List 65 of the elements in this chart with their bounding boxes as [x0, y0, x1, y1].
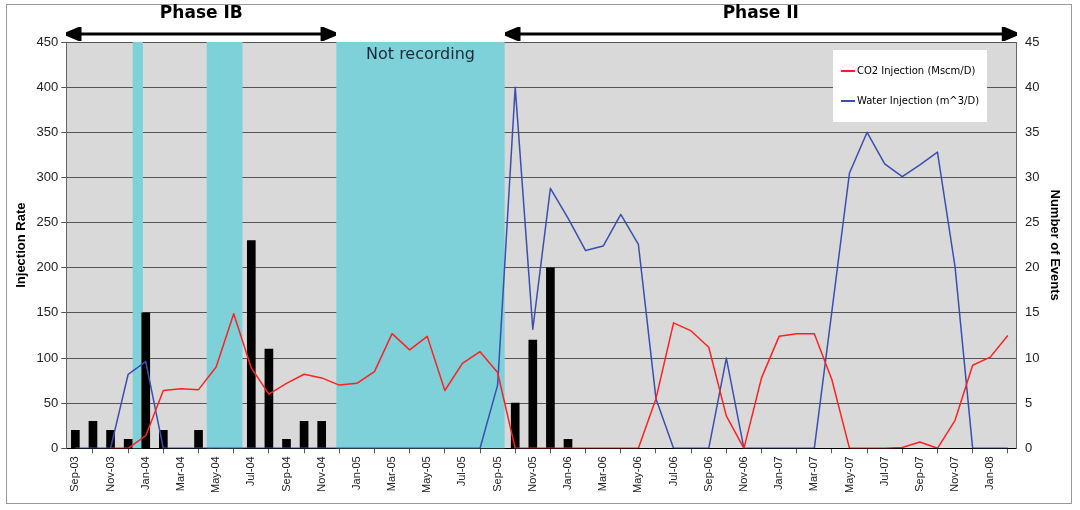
- y-tick-label: 50: [43, 394, 59, 410]
- x-tick-label: Sep-05: [490, 456, 503, 492]
- y2-tick-label: 25: [1024, 214, 1040, 230]
- y2-tick-label: 15: [1024, 304, 1040, 320]
- y-tick-label: 300: [36, 169, 59, 185]
- x-tick-label: May-06: [631, 456, 644, 494]
- bar: [528, 339, 538, 449]
- x-tick-label: Sep-03: [68, 456, 81, 492]
- y2-tick-label: 45: [1024, 33, 1040, 49]
- x-tick-label: Jul-05: [455, 456, 468, 487]
- x-tick-label: May-07: [842, 456, 855, 494]
- legend-label: CO2 Injection (Mscm/D): [855, 64, 977, 78]
- x-tick-label: Mar-06: [596, 456, 609, 492]
- bar: [317, 420, 327, 449]
- y-tick-label: 200: [36, 259, 59, 275]
- x-tick-label: Sep-07: [912, 456, 925, 492]
- bar: [88, 420, 98, 449]
- y-tick-label: 400: [36, 78, 59, 94]
- y2-tick-label: 40: [1024, 78, 1040, 94]
- x-tick-label: Nov-04: [314, 456, 327, 492]
- x-tick-label: Nov-05: [525, 456, 538, 492]
- bar: [264, 348, 274, 449]
- x-tick-label: Jan-05: [349, 456, 362, 490]
- y-tick-label: 450: [36, 33, 59, 49]
- x-tick-label: Mar-05: [385, 456, 398, 492]
- x-tick-label: Jul-04: [244, 456, 257, 487]
- x-tick-label: Jan-07: [772, 456, 785, 490]
- x-tick-label: Jan-08: [983, 456, 996, 490]
- bar: [546, 267, 555, 449]
- y2-axis-title: Number of Events: [1047, 189, 1063, 301]
- y2-tick-label: 0: [1024, 439, 1033, 455]
- x-tick-label: Sep-06: [701, 456, 714, 492]
- y2-tick-label: 35: [1024, 123, 1040, 139]
- bar: [510, 402, 520, 449]
- x-tick-label: Jul-07: [877, 456, 890, 487]
- bar: [194, 429, 203, 449]
- x-tick-label: Nov-07: [948, 456, 961, 492]
- y-tick-label: 150: [36, 304, 59, 320]
- y-tick-label: 250: [36, 214, 59, 230]
- y-tick-label: 100: [36, 349, 59, 365]
- x-tick-label: Mar-04: [173, 456, 186, 492]
- y2-tick-label: 5: [1024, 394, 1033, 410]
- y2-tick-label: 30: [1024, 169, 1040, 185]
- bar: [299, 420, 309, 449]
- y-tick-label: 0: [51, 439, 59, 455]
- y2-tick-label: 10: [1024, 349, 1040, 365]
- x-tick-label: May-04: [209, 456, 222, 494]
- bar: [246, 240, 256, 449]
- x-tick-label: Sep-04: [279, 456, 292, 492]
- bar: [71, 429, 80, 449]
- x-tick-label: May-05: [420, 456, 433, 494]
- x-tick-label: Jan-04: [138, 456, 151, 490]
- bar: [282, 438, 291, 449]
- y-axis-title: Injection Rate: [13, 202, 29, 288]
- legend-label: Water Injection (m^3/D): [855, 94, 980, 108]
- x-tick-label: Jul-06: [666, 456, 679, 487]
- x-tick-label: Nov-03: [103, 456, 116, 492]
- x-tick-label: Jan-06: [561, 456, 574, 490]
- y2-tick-label: 20: [1024, 259, 1040, 275]
- text: Phase II: [722, 2, 799, 22]
- x-tick-label: Mar-07: [807, 456, 820, 492]
- band-label: Not recording: [366, 44, 475, 64]
- y-tick-label: 350: [36, 123, 59, 139]
- text: Phase IB: [159, 2, 243, 22]
- x-tick-label: Nov-06: [736, 456, 749, 492]
